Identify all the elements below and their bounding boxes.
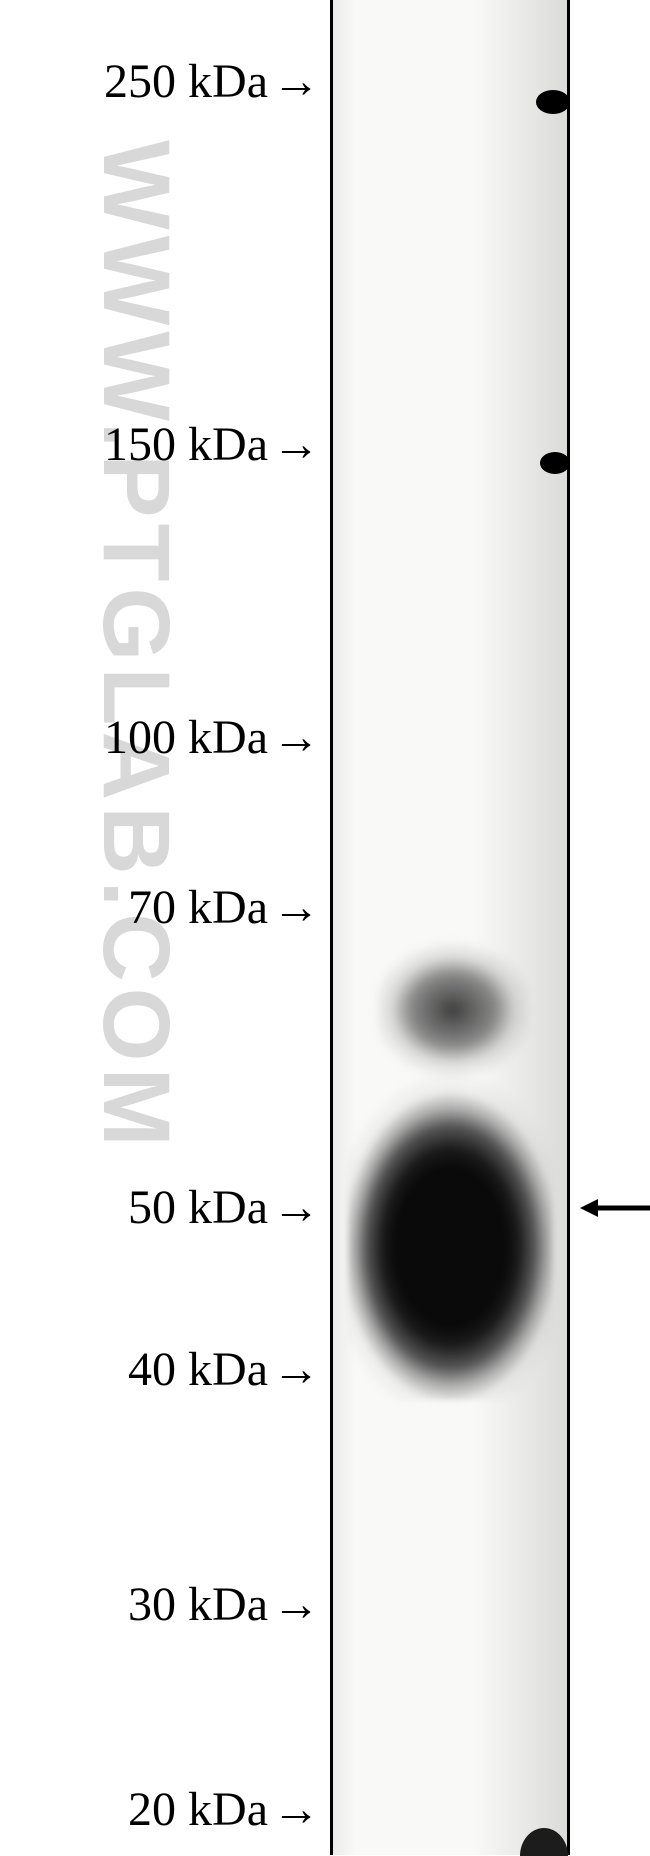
- ladder-arrow-icon: →: [272, 710, 320, 765]
- ladder-arrow-icon: →: [272, 1342, 320, 1397]
- blot-lane: [330, 0, 570, 1855]
- ladder-arrow-icon: →: [272, 880, 320, 935]
- blot-container: WWW.PTGLAB.COM 250 kDa→150 kDa→100 kDa→7…: [0, 0, 650, 1855]
- marker-250kda: [536, 90, 570, 114]
- ladder-label-text: 100 kDa: [104, 710, 268, 765]
- ladder-label-text: 250 kDa: [104, 54, 268, 109]
- target-band-arrow: [580, 1193, 650, 1223]
- ladder-label-50kda: 50 kDa→: [128, 1180, 320, 1235]
- band-main: [348, 1060, 553, 1400]
- ladder-label-text: 40 kDa: [128, 1342, 268, 1397]
- ladder-label-text: 30 kDa: [128, 1577, 268, 1632]
- ladder-label-250kda: 250 kDa→: [104, 54, 320, 109]
- ladder-label-20kda: 20 kDa→: [128, 1782, 320, 1837]
- ladder-label-150kda: 150 kDa→: [104, 417, 320, 472]
- ladder-label-100kda: 100 kDa→: [104, 710, 320, 765]
- ladder-label-text: 150 kDa: [104, 417, 268, 472]
- ladder-arrow-icon: →: [272, 417, 320, 472]
- ladder-arrow-icon: →: [272, 1180, 320, 1235]
- watermark-text: WWW.PTGLAB.COM: [81, 140, 190, 1153]
- ladder-label-40kda: 40 kDa→: [128, 1342, 320, 1397]
- ladder-arrow-icon: →: [272, 54, 320, 109]
- lane-shading: [333, 0, 567, 1855]
- ladder-label-70kda: 70 kDa→: [128, 880, 320, 935]
- ladder-label-text: 70 kDa: [128, 880, 268, 935]
- ladder-label-30kda: 30 kDa→: [128, 1577, 320, 1632]
- marker-150kda: [540, 452, 570, 474]
- ladder-label-text: 50 kDa: [128, 1180, 268, 1235]
- ladder-arrow-icon: →: [272, 1577, 320, 1632]
- ladder-label-text: 20 kDa: [128, 1782, 268, 1837]
- ladder-arrow-icon: →: [272, 1782, 320, 1837]
- band-upper-faint: [378, 940, 528, 1080]
